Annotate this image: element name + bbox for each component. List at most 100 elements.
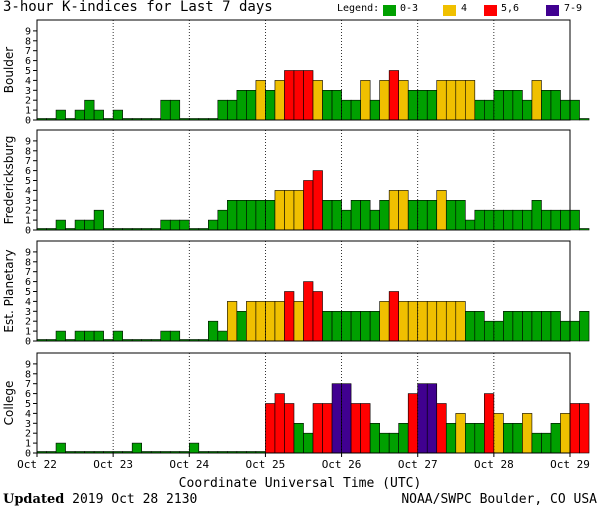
bar-boulder-23 [255, 80, 266, 121]
bar-est-planetary-5 [84, 330, 95, 342]
bar-college-32 [341, 383, 352, 454]
bar-est-planetary-43 [445, 301, 457, 342]
bar-est-planetary-56 [569, 320, 580, 342]
bar-boulder-34 [360, 80, 371, 121]
bar-fredericksburg-54 [550, 209, 561, 231]
bar-college-46 [474, 422, 485, 454]
bar-fredericksburg-57 [579, 228, 590, 231]
bar-fredericksburg-43 [445, 200, 457, 231]
legend-item-0-3: 0-3 [400, 3, 419, 14]
bar-est-planetary-42 [436, 301, 447, 342]
bar-fredericksburg-53 [541, 209, 552, 231]
bar-fredericksburg-15 [179, 219, 190, 231]
bar-boulder-39 [407, 90, 419, 121]
y-tick-label: 1 [25, 216, 31, 227]
source-credit: NOAA/SWPC Boulder, CO USA [401, 492, 597, 507]
bar-fredericksburg-40 [417, 200, 428, 231]
bar-boulder-38 [398, 80, 409, 121]
bar-boulder-21 [236, 90, 247, 121]
bar-fredericksburg-31 [331, 200, 342, 231]
bar-est-planetary-54 [550, 310, 561, 342]
y-tick-label: 9 [25, 359, 31, 370]
bar-est-planetary-19 [217, 330, 228, 342]
bar-college-35 [369, 422, 380, 454]
bar-fredericksburg-23 [255, 200, 266, 231]
bar-college-53 [541, 432, 552, 454]
bar-fredericksburg-38 [398, 190, 409, 231]
y-tick-label: 4 [25, 76, 31, 87]
bar-college-43 [445, 422, 457, 454]
bar-boulder-22 [246, 90, 257, 121]
bar-college-39 [407, 393, 419, 454]
bar-boulder-25 [274, 80, 285, 121]
updated-label: Updated [3, 492, 65, 507]
bar-college-30 [322, 403, 333, 454]
bar-college-56 [569, 403, 580, 454]
x-tick-label: Oct 27 [398, 458, 438, 471]
y-tick-label: 3 [25, 419, 31, 430]
bar-boulder-44 [455, 80, 466, 121]
y-tick-label: 8 [25, 146, 31, 157]
bar-boulder-4 [74, 109, 85, 121]
x-tick-label: Oct 28 [474, 458, 514, 471]
bar-boulder-24 [265, 90, 276, 121]
bar-fredericksburg-21 [236, 200, 247, 231]
bar-est-planetary-39 [407, 301, 419, 342]
bar-fredericksburg-20 [227, 200, 238, 231]
y-tick-label: 8 [25, 36, 31, 47]
x-axis-title: Coordinate Universal Time (UTC) [178, 476, 422, 491]
x-tick-label: Oct 24 [169, 458, 209, 471]
bar-est-planetary-20 [227, 301, 238, 342]
bar-est-planetary-50 [512, 310, 523, 342]
bar-college-34 [360, 403, 371, 454]
bar-fredericksburg-18 [208, 219, 219, 231]
bar-est-planetary-48 [493, 320, 504, 342]
bar-fredericksburg-2 [55, 219, 66, 231]
bar-boulder-13 [160, 99, 171, 121]
bar-fredericksburg-45 [464, 219, 476, 231]
bar-fredericksburg-56 [569, 209, 580, 231]
bar-est-planetary-25 [274, 301, 285, 342]
bar-college-52 [531, 432, 542, 454]
y-tick-label: 5 [25, 399, 31, 410]
bar-fredericksburg-47 [484, 209, 495, 231]
y-tick-label: 9 [25, 247, 31, 258]
bar-est-planetary-57 [579, 310, 590, 342]
bar-college-49 [503, 422, 514, 454]
bar-boulder-41 [426, 90, 438, 121]
y-tick-label: 3 [25, 86, 31, 97]
bar-boulder-51 [522, 99, 533, 121]
bar-fredericksburg-41 [426, 200, 438, 231]
bar-est-planetary-49 [503, 310, 514, 342]
bar-boulder-6 [93, 109, 104, 121]
bar-fredericksburg-24 [265, 200, 276, 231]
x-tick-label: Oct 22 [17, 458, 57, 471]
bar-boulder-42 [436, 80, 447, 121]
bar-est-planetary-37 [388, 291, 399, 342]
panel-label-college: College [2, 381, 16, 426]
legend-item-5-6: 5,6 [501, 3, 520, 14]
bar-fredericksburg-37 [388, 190, 399, 231]
x-tick-label: Oct 23 [93, 458, 133, 471]
bar-est-planetary-32 [341, 310, 352, 342]
panel-label-est-planetary: Est. Planetary [2, 249, 16, 332]
bar-fredericksburg-6 [93, 209, 104, 231]
bar-est-planetary-26 [284, 291, 295, 342]
bar-est-planetary-45 [464, 310, 476, 342]
y-tick-label: 6 [25, 277, 31, 288]
bar-boulder-32 [341, 99, 352, 121]
bar-college-29 [312, 403, 323, 454]
bar-boulder-40 [417, 90, 428, 121]
bar-est-planetary-52 [531, 310, 542, 342]
bar-fredericksburg-52 [531, 200, 542, 231]
bar-fredericksburg-5 [84, 219, 95, 231]
bar-boulder-57 [579, 118, 590, 121]
bar-est-planetary-35 [369, 310, 380, 342]
y-tick-label: 3 [25, 196, 31, 207]
bar-boulder-35 [369, 99, 380, 121]
bar-college-36 [379, 432, 390, 454]
y-tick-label: 5 [25, 176, 31, 187]
bar-boulder-45 [464, 80, 476, 121]
bar-est-planetary-44 [455, 301, 466, 342]
y-tick-label: 2 [25, 429, 31, 440]
